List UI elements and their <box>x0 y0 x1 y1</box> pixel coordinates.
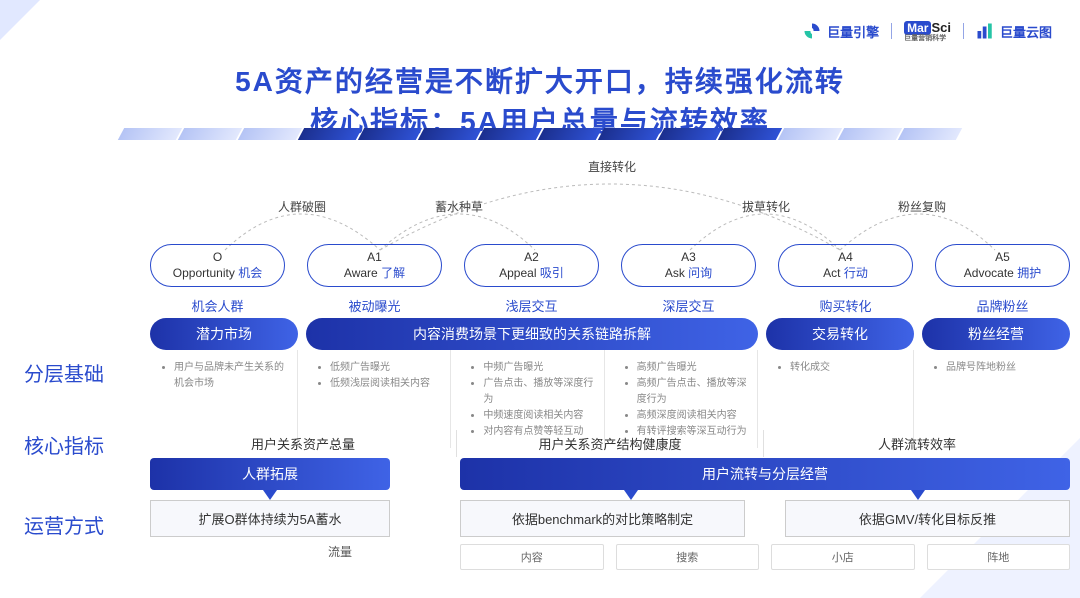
logo-swirl-icon <box>803 22 821 40</box>
bg-decor-tl <box>0 0 40 40</box>
ops-bar-expand: 人群拓展 <box>150 458 390 490</box>
arrow-down-icon <box>624 490 638 500</box>
arc-label-break: 人群破圈 <box>278 198 326 215</box>
side-label-ops: 运营方式 <box>24 510 104 539</box>
ops-boxes: 扩展O群体持续为5A蓄水 依据benchmark的对比策略制定 依据GMV/转化… <box>150 500 1070 537</box>
sub-A5: 品牌粉丝 <box>935 296 1070 315</box>
logo2-sci: Sci <box>931 20 951 35</box>
pill-A5: A5Advocate 拥护 <box>935 244 1070 287</box>
sub-A4: 购买转化 <box>778 296 913 315</box>
bar-content: 内容消费场景下更细致的关系链路拆解 <box>306 318 758 350</box>
arrow-down-icon <box>263 490 277 500</box>
logo-marsci: MarSci 巨量营销科学 <box>904 20 951 42</box>
arc-label-pull: 拔草转化 <box>742 198 790 215</box>
sub-A2: 浅层交互 <box>464 296 599 315</box>
tiny-position: 阵地 <box>927 544 1071 570</box>
tiny-shop: 小店 <box>771 544 915 570</box>
logo3-text: 巨量云图 <box>1000 22 1052 41</box>
category-bars: 潜力市场 内容消费场景下更细致的关系链路拆解 交易转化 粉丝经营 <box>150 318 1070 350</box>
box-expand-O: 扩展O群体持续为5A蓄水 <box>150 500 390 537</box>
sub-A1: 被动曝光 <box>307 296 442 315</box>
arrow-down-icon <box>911 490 925 500</box>
tiny-search: 搜索 <box>616 544 760 570</box>
bar-trade: 交易转化 <box>766 318 914 350</box>
metrics-row: 用户关系资产总量 用户关系资产结构健康度 人群流转效率 <box>150 430 1070 457</box>
side-label-metric: 核心指标 <box>24 430 104 459</box>
sub-A3: 深层交互 <box>621 296 756 315</box>
arc-label-repeat: 粉丝复购 <box>898 198 946 215</box>
logo2-sub: 巨量营销科学 <box>904 35 946 42</box>
pill-A1: A1Aware 了解 <box>307 244 442 287</box>
pill-A2: A2Appeal 吸引 <box>464 244 599 287</box>
tiny-content: 内容 <box>460 544 604 570</box>
stage-subtitles: 机会人群 被动曝光 浅层交互 深层交互 购买转化 品牌粉丝 <box>150 296 1070 315</box>
bar-fans: 粉丝经营 <box>922 318 1070 350</box>
logo-chart-icon <box>976 22 994 40</box>
logo-yuntu: 巨量云图 <box>976 22 1052 41</box>
pill-O: OOpportunity 机会 <box>150 244 285 287</box>
metric-1: 用户关系资产总量 <box>150 430 457 457</box>
arc-label-direct: 直接转化 <box>588 158 636 175</box>
logo-divider-1 <box>891 23 892 39</box>
title-ribbon <box>0 128 1080 142</box>
pill-A4: A4Act 行动 <box>778 244 913 287</box>
ops-bars: 人群拓展 用户流转与分层经营 <box>150 458 1070 490</box>
logo-oceanengine: 巨量引擎 <box>803 22 879 41</box>
ops-bar-flow: 用户流转与分层经营 <box>460 458 1070 490</box>
box-benchmark: 依据benchmark的对比策略制定 <box>460 500 745 537</box>
bar-potential: 潜力市场 <box>150 318 298 350</box>
stage-pills: OOpportunity 机会 A1Aware 了解 A2Appeal 吸引 A… <box>150 244 1070 287</box>
box-gmv: 依据GMV/转化目标反推 <box>785 500 1070 537</box>
logo1-text: 巨量引擎 <box>827 22 879 41</box>
side-label-layer: 分层基础 <box>24 358 104 387</box>
pill-A3: A3Ask 问询 <box>621 244 756 287</box>
metric-3: 人群流转效率 <box>764 430 1070 457</box>
sub-O: 机会人群 <box>150 296 285 315</box>
metric-2: 用户关系资产结构健康度 <box>457 430 764 457</box>
logo-divider-2 <box>963 23 964 39</box>
arc-label-seed: 蓄水种草 <box>435 198 483 215</box>
logo2-mar: Mar <box>904 21 931 35</box>
tiny-row: 内容 搜索 小店 阵地 <box>150 544 1070 570</box>
title-line1: 5A资产的经营是不断扩大开口，持续强化流转 <box>0 60 1080 100</box>
top-logos: 巨量引擎 MarSci 巨量营销科学 巨量云图 <box>803 20 1052 42</box>
arc-container: 直接转化 蓄水种草 拔草转化 粉丝复购 人群破圈 <box>150 158 1070 258</box>
